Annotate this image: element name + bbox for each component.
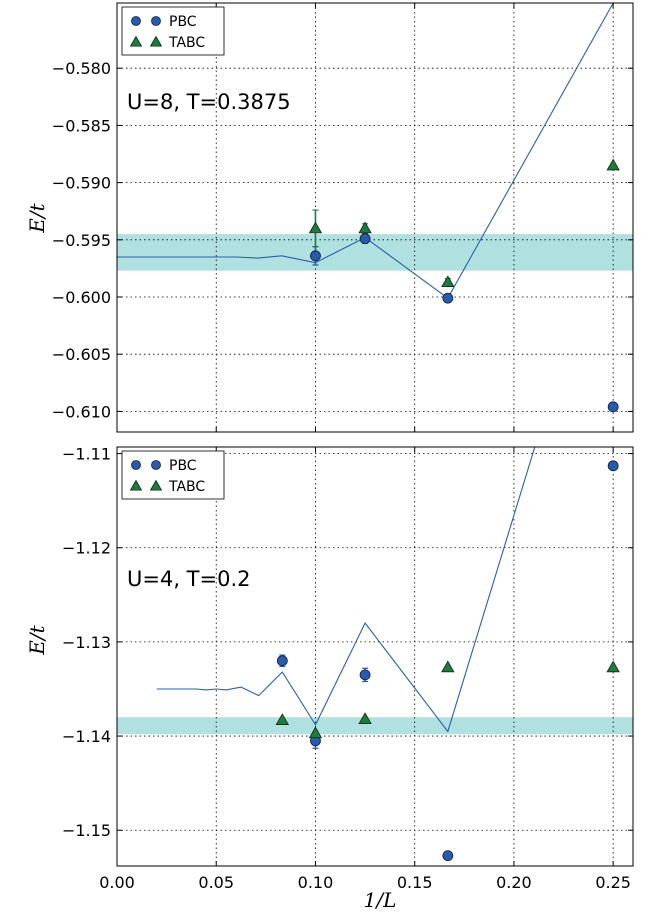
pbc-point [607,401,619,413]
legend-box [121,6,225,56]
plot-area [117,3,633,432]
y-tick-label: −1.11 [62,445,111,464]
y-tick-label: −1.15 [62,821,111,840]
x-tick-label: 0.20 [496,873,532,892]
legend-box [121,450,225,500]
pbc-point [310,250,321,262]
y-tick-label: −0.590 [52,174,111,193]
model-line [156,447,536,733]
legend-pbc-icon [151,460,161,470]
lower-panel: 0.00 0.05 0.10 0.15 0.20 0.25 −1.11 −1.12 −1.13 −… [25,445,634,892]
axes-frame [116,446,634,867]
tabc-point [606,158,620,171]
y-tick-label: −0.600 [52,288,111,307]
x-tick-label: 0.00 [99,873,135,892]
y-tick-label: −0.610 [52,402,111,421]
x-tick-label: 0.25 [595,873,631,892]
y-tick-label: −0.605 [52,345,111,364]
panel-annotation: U=8, T=0.3875 [127,90,291,114]
legend-label: PBC [169,14,197,30]
x-tick-label: 0.10 [298,873,334,892]
reference-band [117,717,633,735]
tabc-point [358,712,372,725]
y-tick-label: −0.595 [52,231,111,250]
legend-tabc-icon [149,35,163,47]
tabc-point [308,221,323,234]
model-line [117,3,614,300]
y-tick-label: −0.585 [52,116,111,135]
legend-tabc-icon [129,35,143,47]
pbc-point [276,655,288,667]
panel-annotation: U=4, T=0.2 [127,567,251,591]
plot-area [117,447,633,866]
tabc-point [358,221,372,234]
tabc-point [441,275,455,288]
legend-pbc-icon [131,16,141,26]
legend-label: PBC [169,458,197,474]
y-axis-title: E/t [25,624,49,655]
pbc-point [359,233,371,245]
tabc-point [606,660,620,673]
legend-pbc-icon [151,16,161,26]
y-axis-title: E/t [25,202,49,233]
axes-frame [116,2,634,433]
tabc-point [308,726,323,739]
pbc-point [442,850,454,862]
pbc-point [607,460,619,472]
y-tick-label: −1.14 [62,727,111,746]
legend: PBC TABC [121,450,225,500]
legend-tabc-icon [129,479,143,491]
x-axis-title: 1/L [364,888,397,912]
legend-tabc-icon [149,479,163,491]
legend-pbc-icon [131,460,141,470]
upper-panel: −0.580 −0.585 −0.590 −0.595 −0.600 −0.605 −0.6… [25,2,634,433]
tabc-point [275,713,290,725]
x-tick-label: 0.15 [397,873,433,892]
pbc-point [359,669,371,681]
y-tick-label: −1.13 [62,633,111,652]
legend: PBC TABC [121,6,225,56]
x-tick-label: 0.05 [198,873,234,892]
y-tick-label: −0.580 [52,59,111,78]
tabc-point [441,660,455,673]
legend-label: TABC [168,35,205,51]
y-tick-label: −1.12 [62,539,111,558]
legend-label: TABC [168,479,205,495]
pbc-point [442,292,454,304]
